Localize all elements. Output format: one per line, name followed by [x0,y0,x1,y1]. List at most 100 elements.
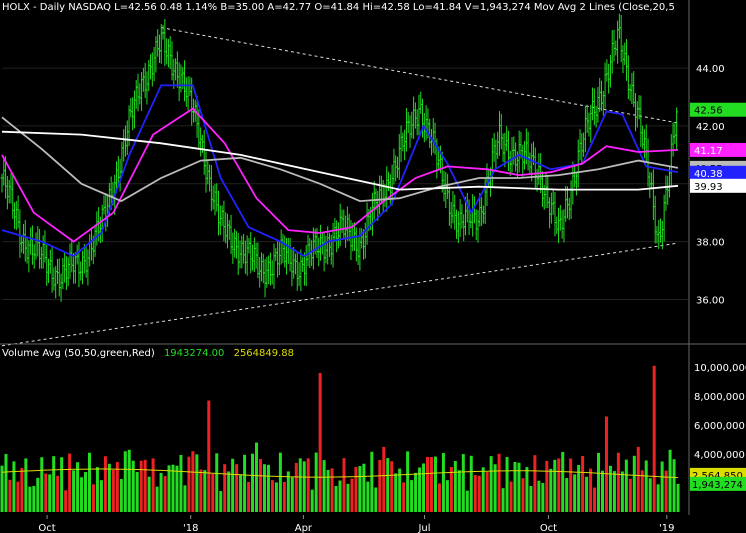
price-value-label: 39.93 [694,182,723,193]
volume-bar [322,460,326,512]
volume-bar [525,467,529,512]
volume-bar [64,490,68,512]
volume-bar [597,452,601,512]
volume-bar [219,491,223,512]
volume-bar [56,475,60,512]
volume-tick-label: 4,000,000 [694,450,745,461]
volume-bar [227,471,231,512]
volume-bar [581,455,585,512]
volume-bar [60,457,64,512]
volume-bar [477,475,481,512]
volume-bar [36,477,40,512]
volume-bar [103,456,107,512]
volume-bar [565,478,569,512]
volume-bar [302,461,306,512]
volume-bar [433,456,437,512]
volume-bar [262,464,266,512]
volume-bar [493,464,497,512]
volume-bar [370,451,374,512]
volume-bar [255,442,259,512]
volume-bar [143,459,147,512]
volume-bar [600,470,604,512]
volume-bar [123,451,127,512]
volume-bar [135,471,139,512]
volume-bar [624,459,628,512]
volume-bar [366,481,370,512]
price-value-label: 40.38 [694,169,723,180]
volume-bar [179,455,183,512]
volume-bar [282,481,286,512]
volume-bar [247,481,251,512]
volume-average-value: 2564849.88 [233,348,295,359]
volume-bar [175,465,179,512]
volume-bar [469,455,473,512]
volume-bar [44,473,48,512]
volume-bar [402,482,406,512]
volume-bar [107,463,111,512]
volume-bar [32,485,36,512]
volume-bar [258,459,262,512]
volume-bar [76,462,80,512]
volume-bar [517,462,521,512]
volume-bar [620,471,624,512]
volume-average-line [1,468,679,479]
volume-bar [338,480,342,512]
volume-bar [223,464,227,512]
volume-bar [12,461,16,512]
volume-tick-label: 8,000,000 [694,392,745,403]
volume-bar [545,460,549,512]
volume-label: Volume Avg (50,50,green,Red) [2,348,155,359]
x-tick-label: Apr [295,523,313,533]
volume-bar [8,479,12,512]
volume-bar [358,466,362,512]
volume-bar [235,464,239,512]
volume-bar [378,459,382,512]
volume-bar [644,460,648,512]
volume-bar [668,449,672,512]
volume-bar [589,468,593,512]
volume-bar [533,455,537,512]
price-value-tag [690,178,746,193]
volume-bar [191,451,195,512]
volume-bar [593,487,597,512]
volume-bar [274,482,278,512]
volume-bar [350,478,354,512]
volume-value-label: 2,564,850 [692,471,743,482]
volume-bar [310,489,314,512]
volume-bar [394,473,398,512]
volume-bar [346,483,350,512]
volume-bar [52,456,56,512]
volume-bar [445,480,449,512]
volume-bar [298,458,302,512]
volume-tick-label: 10,000,000 [694,363,746,374]
volume-bar [457,470,461,512]
volume-bar [573,474,577,512]
volume-bar [40,457,44,512]
volume-bar [406,451,410,512]
price-tick-label: 36.00 [696,296,725,307]
volume-bar [473,475,477,512]
volume-bar [99,480,103,512]
volume-bar [616,452,620,512]
price-tick-label: 38.00 [696,238,725,249]
volume-bar [537,480,541,512]
x-tick-label: Oct [540,523,557,533]
volume-bar [354,467,358,512]
volume-current-value: 1943274.00 [163,348,225,359]
price-tick-label: 44.00 [696,64,725,75]
volume-bar [608,465,612,512]
moving-average-line [1,116,679,203]
x-tick-label: Oct [38,523,55,533]
volume-bar [632,455,636,512]
volume-bar [541,483,545,512]
volume-bar [648,478,652,512]
volume-bar [195,454,199,512]
volume-bar [20,468,24,512]
price-value-tag [690,142,746,157]
volume-bar [640,470,644,512]
volume-bar [87,452,91,512]
volume-bar [286,471,290,512]
volume-bar [290,477,294,512]
volume-bar [453,461,457,512]
